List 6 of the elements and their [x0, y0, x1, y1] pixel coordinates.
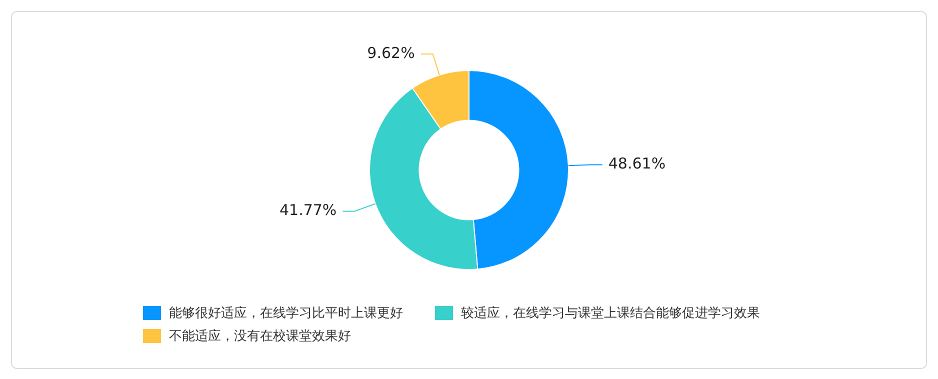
legend-label: 较适应，在线学习与课堂上课结合能够促进学习效果 — [461, 304, 760, 322]
data-label: 9.62% — [367, 44, 415, 62]
data-label: 48.61% — [608, 154, 666, 173]
legend-label: 不能适应，没有在校课堂效果好 — [169, 328, 351, 344]
data-label: 41.77% — [279, 201, 337, 220]
legend-label: 能够很好适应，在线学习比平时上课更好 — [169, 304, 403, 322]
